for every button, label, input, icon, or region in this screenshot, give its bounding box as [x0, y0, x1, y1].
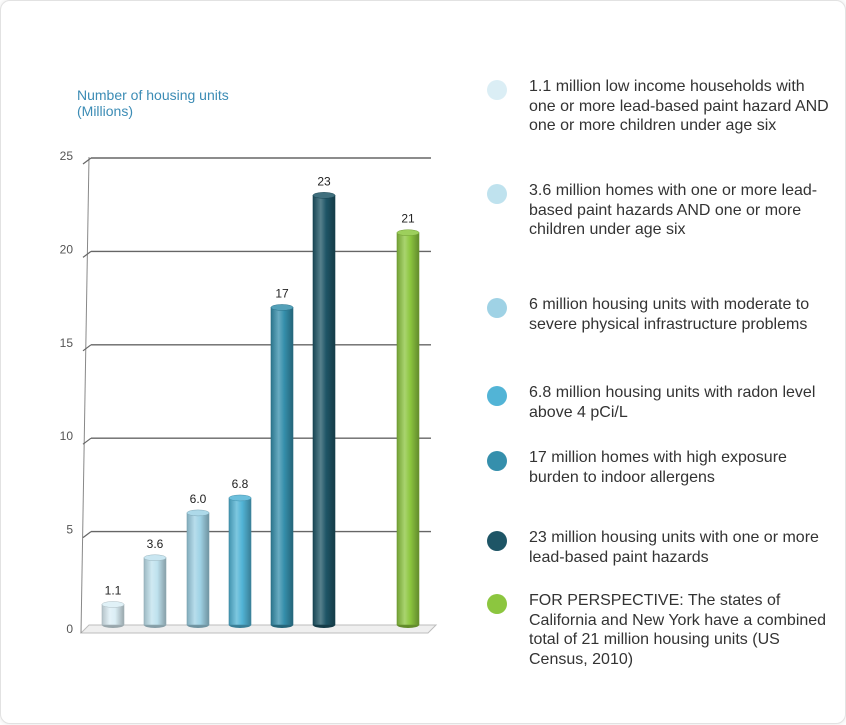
bar-data-label: 17	[275, 286, 289, 300]
legend-swatch	[487, 386, 507, 406]
chart-floor	[79, 624, 438, 634]
bar-top	[312, 192, 336, 199]
legend-label: 23 million housing units with one or mor…	[529, 529, 819, 566]
bar-top	[396, 229, 420, 236]
y-tick-label: 25	[60, 149, 74, 163]
legend-swatch	[487, 298, 507, 318]
legend-label: 6.8 million housing units with radon lev…	[529, 384, 816, 421]
bar-data-label: 23	[317, 174, 331, 188]
bar-top	[270, 304, 294, 311]
bar	[270, 307, 294, 626]
bar	[228, 497, 252, 626]
legend-swatch	[487, 451, 507, 471]
bar	[143, 557, 167, 626]
bar	[186, 512, 210, 626]
legend-label: FOR PERSPECTIVE: The states of Californi…	[529, 592, 827, 668]
y-axis-line	[80, 156, 90, 634]
gridline-perspective	[82, 157, 92, 165]
gridline-perspective	[82, 250, 92, 258]
legend-label: 3.6 million homes with one or more lead-…	[529, 182, 818, 238]
gridline-perspective	[82, 344, 92, 352]
legend-label: 17 million homes with high exposure burd…	[529, 449, 787, 486]
y-tick-label: 5	[66, 523, 73, 537]
bar-data-label: 6.8	[232, 477, 249, 491]
y-tick-label: 20	[60, 242, 74, 256]
bar	[396, 232, 420, 626]
bar-data-label: 6.0	[190, 492, 207, 506]
legend-swatch	[487, 80, 507, 100]
bar-top	[101, 601, 125, 608]
y-axis-label: Number of housing units (Millions)	[77, 87, 229, 119]
bar-data-label: 3.6	[147, 537, 164, 551]
bar-top	[143, 554, 167, 562]
bar-top	[186, 509, 210, 517]
gridline-perspective	[82, 531, 92, 539]
legend-label: 1.1 million low income households with o…	[529, 78, 829, 134]
y-tick-label: 15	[60, 336, 74, 350]
y-tick-label: 0	[66, 622, 73, 636]
y-tick-label: 10	[60, 429, 74, 443]
bar-top	[228, 494, 252, 502]
gridline-perspective	[82, 437, 92, 445]
legend-swatch	[487, 594, 507, 614]
legend-swatch	[487, 184, 507, 204]
bar-data-label: 1.1	[105, 583, 122, 597]
bar	[312, 195, 336, 626]
legend-swatch	[487, 531, 507, 551]
bar-data-label: 21	[401, 212, 415, 226]
legend-label: 6 million housing units with moderate to…	[529, 296, 810, 333]
